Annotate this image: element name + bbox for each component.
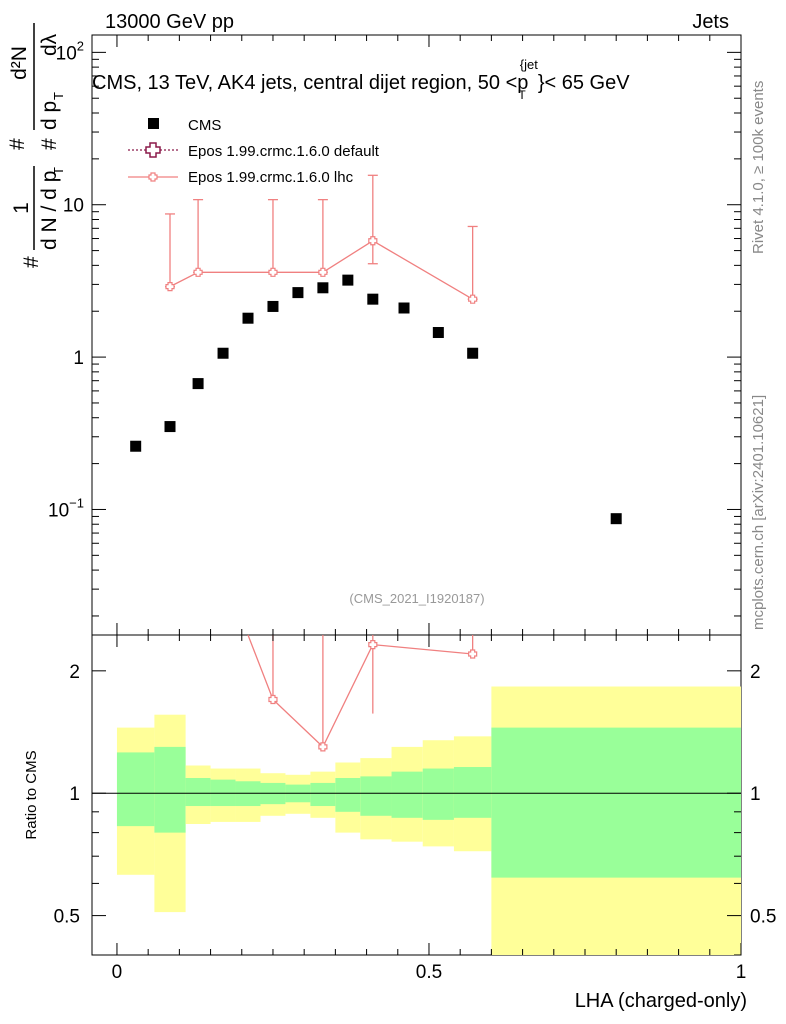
x-tick-label: 0 [112, 962, 123, 983]
ratio-band-green [310, 782, 336, 807]
title-p: p [517, 72, 528, 94]
main-y-tick-label: 1 [73, 348, 84, 369]
epos-lhc-point [318, 267, 328, 277]
ylabel-den: d N / d p [38, 171, 61, 250]
cms-data-point [164, 421, 176, 433]
epos-lhc-point [165, 282, 175, 292]
title-pre: CMS, 13 TeV, AK4 jets, central dijet reg… [92, 72, 517, 94]
title-post: }< 65 GeV [538, 72, 630, 94]
cms-data-point [467, 347, 479, 359]
x-tick-label: 0.5 [416, 962, 442, 983]
ratio-band-green [391, 771, 423, 818]
title-sub: T [518, 88, 526, 102]
cms-data-point [610, 513, 622, 525]
legend-marker-epos-lhc [148, 172, 158, 182]
ratio-band-green [185, 778, 211, 807]
ratio-band-green [335, 778, 361, 812]
legend-label-epos-default: Epos 1.99.crmc.1.6.0 default [188, 143, 380, 160]
main-y-axis-label: # 1 d N / d p T # # d²N d p T dλ [6, 23, 66, 268]
ratio-band-green [453, 767, 492, 818]
cms-data-point [342, 274, 354, 286]
cms-data-point [367, 293, 379, 305]
legend-entry-epos-default: Epos 1.99.crmc.1.6.0 default [128, 142, 380, 160]
ratio-y-tick-label-left: 2 [69, 662, 80, 683]
chart-title: CMS, 13 TeV, AK4 jets, central dijet reg… [92, 57, 630, 102]
ylabel-hash-2: # [6, 138, 29, 150]
cms-data-point [398, 302, 410, 314]
legend: CMS Epos 1.99.crmc.1.6.0 default Epos 1.… [128, 117, 380, 186]
cms-data-point [432, 327, 444, 339]
ratio-y-tick-label-right: 1 [750, 784, 761, 805]
ratio-band-green [154, 746, 186, 833]
ratio-y-tick-label-right: 0.5 [750, 907, 776, 928]
ratio-y-tick-label-left: 1 [69, 784, 80, 805]
cms-data-point [217, 347, 229, 359]
ylabel-num: 1 [10, 202, 33, 214]
main-y-tick-label: 10−1 [48, 495, 84, 521]
epos-lhc-point [193, 267, 203, 277]
ratio-y-axis-label: Ratio to CMS [23, 750, 40, 839]
main-y-tick-label: 102 [56, 38, 84, 64]
side-mcplots: mcplots.cern.ch [arXiv:2401.10621] [750, 395, 767, 630]
analysis-watermark: (CMS_2021_I1920187) [349, 591, 484, 606]
legend-label-epos-lhc: Epos 1.99.crmc.1.6.0 lhc [188, 169, 354, 186]
ratio-band-green [116, 752, 155, 827]
ylabel-r-num: d²N [8, 46, 31, 80]
epos-lhc-point [268, 267, 278, 277]
x-axis-label: LHA (charged-only) [575, 990, 747, 1012]
x-tick-label: 1 [736, 962, 747, 983]
legend-marker-epos-default [145, 142, 161, 158]
y-tick-exponent: −1 [69, 495, 84, 510]
cms-data-point [267, 300, 279, 312]
side-rivet: Rivet 4.1.0, ≥ 100k events [750, 81, 767, 254]
ylabel-hash-1: # [20, 256, 43, 268]
cms-data-point [242, 312, 254, 324]
header-right: Jets [692, 11, 729, 33]
legend-marker-cms [148, 118, 159, 129]
epos-lhc-line [169, 240, 473, 300]
ylabel-r-den2: dλ [38, 33, 61, 56]
title-sup: {jet [520, 57, 538, 72]
y-tick-base: 10 [48, 500, 69, 521]
legend-entry-cms: CMS [148, 117, 221, 134]
ylabel-r-den: d p [38, 101, 61, 130]
cms-data-point [192, 378, 204, 390]
ratio-point [468, 649, 478, 659]
legend-entry-epos-lhc: Epos 1.99.crmc.1.6.0 lhc [128, 169, 354, 186]
ratio-y-tick-label-right: 2 [750, 662, 761, 683]
cms-data-point [317, 282, 329, 294]
ratio-point [368, 640, 378, 650]
ylabel-hash-3: # [38, 138, 61, 150]
ylabel-den-sub: T [51, 167, 66, 175]
epos-lhc-point [368, 236, 378, 246]
ratio-point [268, 694, 278, 705]
ratio-point [318, 742, 328, 752]
epos-lhc-point [468, 294, 478, 304]
ylabel-r-den-sub: T [51, 92, 66, 100]
ratio-band-green [422, 768, 454, 820]
ratio-band-green [360, 776, 392, 816]
main-y-tick-label: 10 [63, 196, 84, 217]
ratio-series-line [247, 634, 473, 748]
legend-label-cms: CMS [188, 117, 221, 134]
ratio-y-tick-label-left: 0.5 [54, 907, 80, 928]
ratio-band-green [491, 727, 741, 878]
y-tick-base: 10 [56, 43, 77, 64]
header-left: 13000 GeV pp [105, 11, 234, 33]
cms-data-point [292, 287, 304, 299]
y-tick-exponent: 2 [77, 38, 84, 53]
cms-data-point [130, 440, 142, 452]
